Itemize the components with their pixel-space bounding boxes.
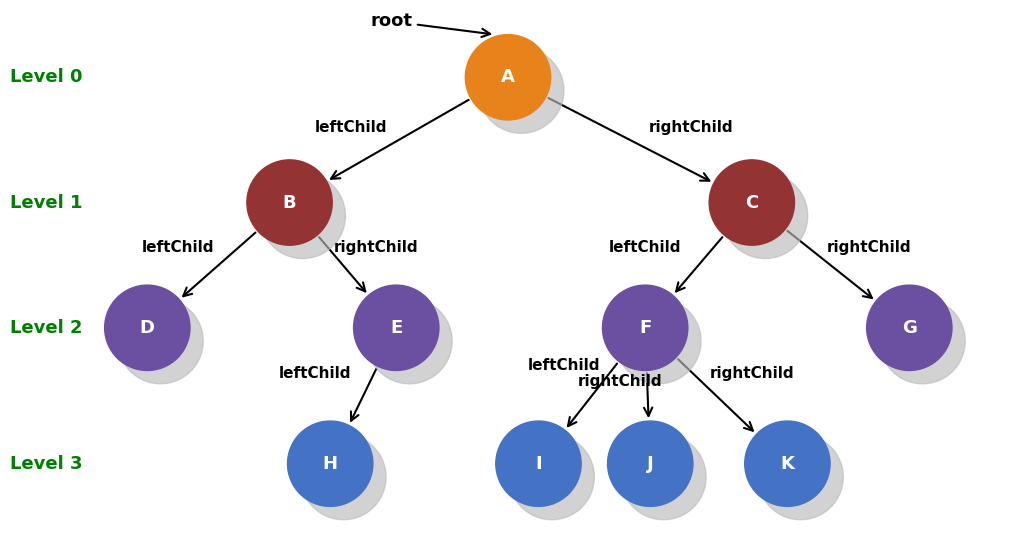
Circle shape xyxy=(260,173,345,259)
Text: Level 3: Level 3 xyxy=(10,455,82,473)
Circle shape xyxy=(301,434,386,520)
Circle shape xyxy=(465,35,551,120)
Text: leftChild: leftChild xyxy=(609,240,682,255)
Text: E: E xyxy=(390,319,402,337)
Circle shape xyxy=(496,421,581,506)
Circle shape xyxy=(758,434,843,520)
Text: Level 1: Level 1 xyxy=(10,193,82,212)
Text: leftChild: leftChild xyxy=(527,358,600,373)
Text: K: K xyxy=(780,455,795,473)
Text: J: J xyxy=(647,455,653,473)
Circle shape xyxy=(722,173,808,259)
Text: C: C xyxy=(745,193,759,212)
Text: A: A xyxy=(501,68,515,86)
Circle shape xyxy=(621,434,706,520)
Circle shape xyxy=(479,48,564,133)
Circle shape xyxy=(367,298,452,384)
Text: rightChild: rightChild xyxy=(648,120,734,135)
Circle shape xyxy=(354,285,439,370)
Text: leftChild: leftChild xyxy=(141,240,214,255)
Circle shape xyxy=(616,298,701,384)
Text: B: B xyxy=(282,193,297,212)
Circle shape xyxy=(709,160,795,245)
Circle shape xyxy=(880,298,965,384)
Text: root: root xyxy=(370,12,490,37)
Text: rightChild: rightChild xyxy=(826,240,911,255)
Circle shape xyxy=(509,434,594,520)
Circle shape xyxy=(602,285,688,370)
Circle shape xyxy=(608,421,693,506)
Circle shape xyxy=(105,285,190,370)
Text: rightChild: rightChild xyxy=(333,240,419,255)
Text: Level 2: Level 2 xyxy=(10,319,82,337)
Text: rightChild: rightChild xyxy=(709,366,795,381)
Text: rightChild: rightChild xyxy=(577,374,662,389)
Text: D: D xyxy=(140,319,154,337)
Text: Level 0: Level 0 xyxy=(10,68,82,86)
Text: I: I xyxy=(535,455,542,473)
Circle shape xyxy=(745,421,830,506)
Text: H: H xyxy=(323,455,337,473)
Text: F: F xyxy=(639,319,651,337)
Circle shape xyxy=(118,298,203,384)
Circle shape xyxy=(247,160,332,245)
Text: leftChild: leftChild xyxy=(314,120,387,135)
Circle shape xyxy=(288,421,373,506)
Text: leftChild: leftChild xyxy=(278,366,352,381)
Circle shape xyxy=(867,285,952,370)
Text: G: G xyxy=(902,319,916,337)
